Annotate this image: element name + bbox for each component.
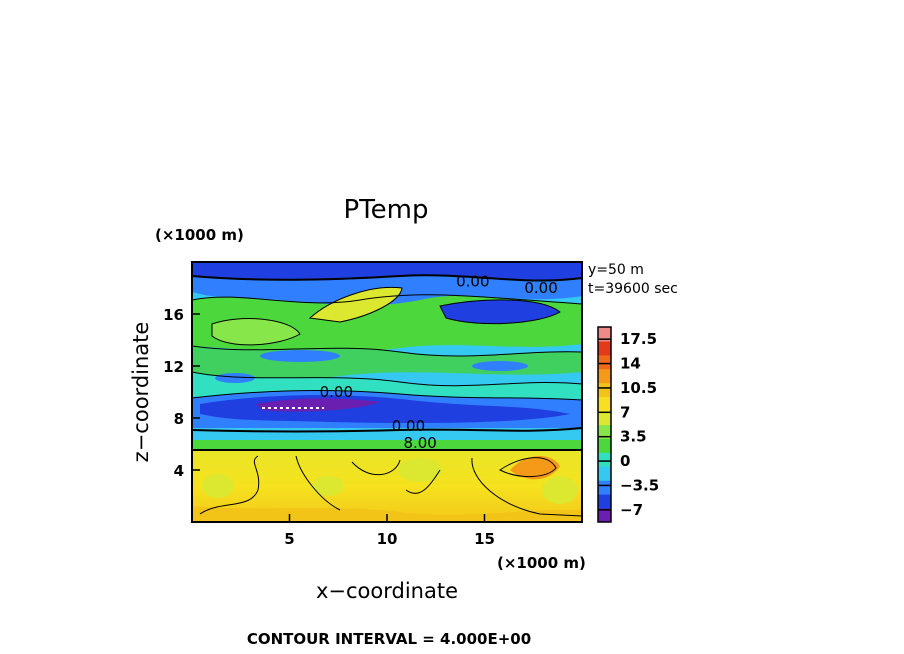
colorbar-frame — [597, 326, 612, 523]
contour-lines-major — [192, 274, 582, 451]
y-unit-label: (×1000 m) — [155, 226, 244, 244]
contour-low-1 — [192, 390, 582, 401]
contour-plume-4 — [405, 469, 441, 494]
colorbar-band — [598, 368, 611, 384]
contour-labels: 0.000.008.000.00 0.00 — [320, 273, 558, 452]
colorbar-band — [598, 382, 611, 398]
contour-interval-note: CONTOUR INTERVAL = 4.000E+00 — [247, 630, 531, 648]
contour-patch-2 — [211, 318, 301, 346]
band-navy-top — [192, 262, 582, 281]
patch-yellow-left — [212, 318, 300, 345]
x-tick-label: 15 — [474, 530, 495, 548]
contour-upper-3 — [192, 371, 582, 387]
slice-info: y=50 m — [588, 262, 644, 278]
colorbar-band — [598, 396, 611, 412]
x-axis-label: x−coordinate — [316, 579, 458, 603]
contour-plume-6 — [499, 457, 557, 477]
patch-green-core-2 — [312, 476, 344, 496]
tick-marks — [192, 313, 486, 522]
colorbar-band — [598, 452, 611, 467]
colorbar-band — [598, 494, 611, 509]
spot-blue-3 — [215, 373, 255, 383]
contour-label: 0.00 — [524, 279, 557, 297]
colorbar-band — [598, 508, 611, 523]
contour-zero-low — [192, 427, 582, 433]
patch-green-core-1 — [202, 474, 234, 498]
band-green-low — [192, 440, 582, 450]
patch-yellow-upper — [310, 287, 402, 322]
spot-blue-2 — [472, 361, 528, 371]
x-tick-label: 5 — [284, 530, 294, 548]
chart-title: PTemp — [344, 195, 429, 225]
contour-lines — [192, 286, 582, 517]
colorbar-tick-label: 17.5 — [620, 330, 657, 348]
colorbar-band — [598, 466, 611, 481]
y-tick-label: 4 — [174, 462, 184, 480]
colorbar-tick-label: 7 — [620, 403, 630, 421]
colorbar-tick-label: −3.5 — [620, 476, 659, 494]
spot-blue-1 — [260, 350, 340, 362]
contour-upper-2 — [192, 345, 582, 357]
patch-green-core-3 — [398, 458, 442, 482]
colorbar-band — [598, 327, 611, 342]
contour-patch-3 — [439, 299, 561, 325]
contour-plume-1 — [199, 455, 260, 515]
contour-upper-1 — [192, 294, 582, 305]
colorbar-band — [598, 410, 611, 425]
contour-patch-1 — [308, 286, 403, 323]
contour-plume-5 — [471, 457, 582, 517]
x-tick-label: 10 — [377, 530, 398, 548]
contour-label: 0.00 — [456, 273, 489, 291]
contour-plume-2 — [295, 455, 341, 511]
colorbar-band — [598, 424, 611, 439]
colorbar-tick-label: 14 — [620, 355, 641, 373]
contour-label: 0.00 — [320, 383, 353, 401]
y-tick-label: 12 — [163, 358, 184, 376]
colorbar-tick-label: 10.5 — [620, 379, 657, 397]
y-axis-label: z−coordinate — [129, 322, 153, 463]
y-tick-label: 8 — [174, 410, 184, 428]
colorbar-tick-label: −7 — [620, 501, 643, 519]
contour-label: 8.00 — [403, 434, 436, 452]
plot-area — [192, 262, 582, 522]
colorbar-band — [598, 354, 611, 370]
y-tick-label: 16 — [163, 306, 184, 324]
contour-label: 0.00 — [392, 417, 425, 435]
colorbar-band — [598, 438, 611, 453]
colorbar-tick-label: 0 — [620, 452, 630, 470]
colorbar-ticks: −7 −3.5 0 3.5 7 10.5 14 17.5 — [598, 330, 659, 519]
colorbar-tick-label: 3.5 — [620, 428, 647, 446]
colorbar — [598, 327, 611, 523]
patch-blue-right — [440, 299, 560, 324]
patch-green-core-4 — [542, 476, 578, 504]
colorbar-band — [598, 340, 611, 356]
x-unit-label: (×1000 m) — [497, 554, 586, 572]
contour-plume-3 — [351, 459, 401, 476]
contour-zero-top — [192, 274, 582, 282]
colorbar-band — [598, 480, 611, 495]
time-info: t=39600 sec — [588, 281, 678, 297]
